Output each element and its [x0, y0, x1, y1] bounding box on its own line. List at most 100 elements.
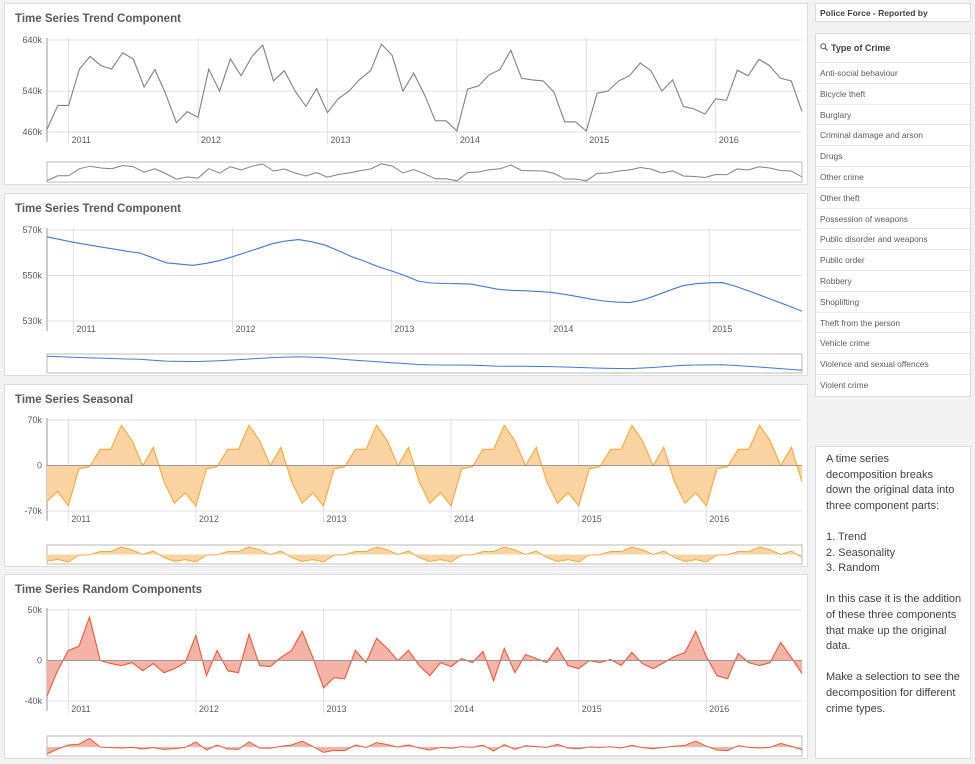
data-point — [585, 130, 587, 132]
data-point — [402, 90, 404, 92]
filter-item[interactable]: Theft from the person — [816, 311, 970, 333]
chart-panel-random[interactable]: Time Series Random Components 50k 0 -40k 20… — [4, 574, 808, 759]
x-tick-label: 2014 — [454, 514, 474, 524]
data-point — [326, 111, 328, 113]
data-point — [88, 616, 90, 618]
range-navigator[interactable] — [46, 544, 803, 565]
search-icon[interactable] — [820, 43, 831, 53]
filter-item[interactable]: Shoplifting — [816, 290, 970, 312]
data-point — [758, 58, 760, 60]
filter-item[interactable]: Other crime — [816, 165, 970, 187]
data-point — [237, 448, 239, 450]
data-point — [131, 440, 133, 442]
crime-type-filter-header[interactable]: Type of Crime — [816, 34, 970, 62]
data-point — [139, 252, 141, 254]
range-navigator[interactable] — [46, 353, 803, 374]
data-point — [59, 238, 61, 240]
data-point — [705, 655, 707, 657]
data-point — [173, 502, 175, 504]
data-point — [705, 505, 707, 507]
filter-item[interactable]: Robbery — [816, 269, 970, 291]
data-point — [344, 678, 346, 680]
x-tick-label: 2015 — [589, 135, 609, 145]
data-point — [747, 75, 749, 77]
component-item: 1. Trend — [826, 530, 867, 543]
data-point — [801, 310, 803, 312]
police-force-filter[interactable]: Police Force - Reported by — [815, 3, 971, 22]
filter-item[interactable]: Public order — [816, 249, 970, 270]
data-point — [576, 295, 578, 297]
filter-item[interactable]: Violent crime — [816, 373, 970, 395]
data-point — [294, 90, 296, 92]
data-point — [567, 664, 569, 666]
chart-svg[interactable]: 570k550k530k201120122013201420152016 — [5, 194, 809, 377]
filter-item[interactable]: Drugs — [816, 145, 970, 166]
data-point — [671, 79, 673, 81]
data-point — [175, 122, 177, 124]
data-point — [163, 672, 165, 674]
data-point — [779, 77, 781, 79]
filter-item[interactable]: Other theft — [816, 186, 970, 208]
chart-title: Time Series Random Components — [15, 584, 203, 596]
data-point — [165, 262, 167, 264]
data-point — [218, 260, 220, 262]
data-point — [574, 121, 576, 123]
data-point — [365, 448, 367, 450]
data-point — [536, 290, 538, 292]
data-point — [407, 446, 409, 448]
data-point — [650, 70, 652, 72]
data-point — [46, 128, 48, 130]
data-point — [184, 661, 186, 663]
data-point — [684, 651, 686, 653]
data-point — [450, 505, 452, 507]
range-navigator-line — [46, 546, 803, 563]
data-point — [655, 294, 657, 296]
data-point — [324, 244, 326, 246]
y-tick-label: 70k — [27, 415, 42, 425]
data-point — [312, 492, 314, 494]
chart-panel-trend-raw[interactable]: Time Series Trend Component 640k 540k 460k… — [4, 3, 808, 185]
data-point — [131, 661, 133, 663]
data-point — [262, 44, 264, 46]
data-point — [663, 661, 665, 663]
data-point — [631, 651, 633, 653]
data-point — [620, 448, 622, 450]
range-navigator[interactable] — [46, 161, 803, 183]
filter-item[interactable]: Possession of weapons — [816, 207, 970, 229]
data-point — [682, 285, 684, 287]
data-point — [99, 448, 101, 450]
data-point — [704, 113, 706, 115]
data-point — [737, 448, 739, 450]
series-line — [46, 236, 803, 312]
filter-item[interactable]: Criminal damage and arson — [816, 124, 970, 145]
x-tick-label: 2016 — [709, 704, 729, 714]
filter-item[interactable]: Burglary — [816, 103, 970, 125]
filter-item[interactable]: Bicycle theft — [816, 82, 970, 104]
data-point — [801, 110, 803, 112]
chart-panel-seasonal[interactable]: Time Series Seasonal 70k 0 -70k 2011 2012 201… — [4, 384, 808, 567]
data-point — [258, 247, 260, 249]
range-navigator[interactable] — [46, 735, 803, 757]
data-point — [737, 652, 739, 654]
data-point — [78, 645, 80, 647]
y-tick-label: -70k — [24, 506, 42, 516]
filter-item[interactable]: Vehicle crime — [816, 332, 970, 353]
data-point — [195, 634, 197, 636]
chart-svg[interactable]: 50k 0 -40k 2011 2012 2013 2014 2015 2016 — [5, 575, 809, 760]
chart-svg[interactable]: 70k 0 -70k 2011 2012 2013 2014 2015 2016 — [5, 385, 809, 568]
filter-item[interactable]: Anti-social behaviour — [816, 62, 970, 83]
series-line — [46, 615, 803, 697]
chart-svg[interactable]: 640k 540k 460k 2011 2012 2013 2014 2015 2016 — [5, 4, 809, 186]
filter-item[interactable]: Public disorder and weapons — [816, 228, 970, 249]
data-point — [143, 86, 145, 88]
data-point — [716, 468, 718, 470]
data-point — [620, 664, 622, 666]
x-tick-label: 2016 — [709, 514, 729, 524]
x-tick-label: 2014 — [454, 704, 474, 714]
data-point — [492, 448, 494, 450]
data-point — [470, 283, 472, 285]
range-navigator-line — [46, 737, 803, 755]
crime-type-filter[interactable]: Type of Crime Anti-social behaviour Bicy… — [815, 33, 971, 397]
chart-panel-trend[interactable]: Time Series Trend Component 570k 550k 530k… — [4, 193, 808, 376]
filter-item[interactable]: Violence and sexual offences — [816, 353, 970, 374]
